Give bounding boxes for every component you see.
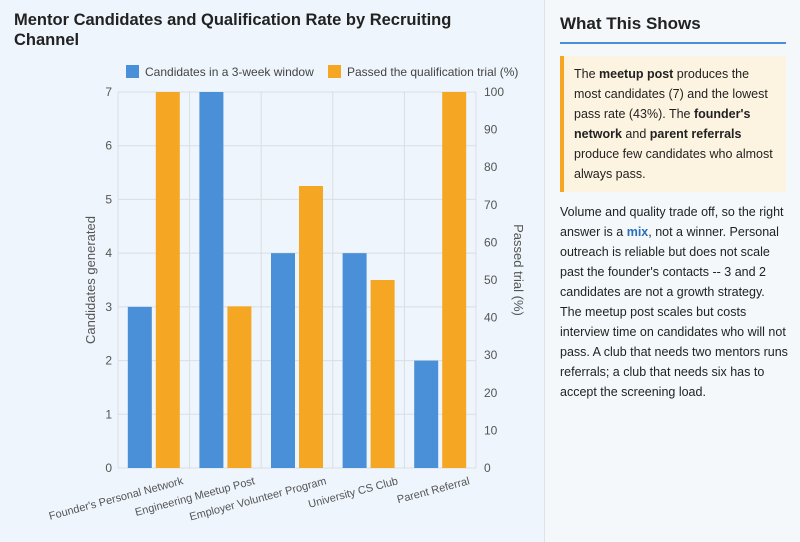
callout-text: and [621, 127, 650, 141]
bar-candidates [127, 306, 152, 468]
bar-candidates [199, 92, 224, 468]
legend-label-pass-rate: Passed the qualification trial (%) [347, 65, 518, 79]
bar-candidates [342, 253, 367, 468]
y2-tick-label: 0 [484, 461, 491, 475]
y-tick-label: 3 [105, 300, 112, 314]
bar-chart: 012345670102030405060708090100Founder's … [48, 65, 526, 523]
y2-tick-label: 80 [484, 160, 498, 174]
body-text: , not a winner. Personal outreach is rel… [560, 225, 788, 399]
y2-tick-label: 30 [484, 348, 498, 362]
y-tick-label: 5 [105, 192, 112, 206]
explanation-body: Volume and quality trade off, so the rig… [560, 202, 788, 402]
legend-label-candidates: Candidates in a 3-week window [145, 65, 314, 79]
explanation-panel: What This Shows The meetup post produces… [544, 0, 800, 542]
y2-tick-label: 50 [484, 273, 498, 287]
bar-pass-rate [227, 306, 252, 468]
callout-text: produce few candidates who almost always… [574, 147, 773, 181]
y2-tick-label: 20 [484, 386, 498, 400]
body-text: Volume and quality trade off, so the rig… [560, 205, 784, 239]
y2-tick-label: 10 [484, 423, 498, 437]
y-axis-title: Candidates generated [83, 216, 98, 344]
y-tick-label: 6 [105, 139, 112, 153]
y2-tick-label: 90 [484, 123, 498, 137]
bar-pass-rate [370, 280, 395, 468]
legend-swatch-candidates [126, 65, 139, 78]
key-finding-callout: The meetup post produces the most candid… [560, 56, 786, 192]
bar-pass-rate [299, 186, 323, 468]
y2-tick-label: 70 [484, 198, 498, 212]
callout-emphasis-parent: parent referrals [649, 127, 742, 141]
bar-candidates [414, 360, 439, 468]
callout-text: produces the most candidates (7) and the… [574, 67, 768, 121]
y-tick-label: 2 [105, 354, 112, 368]
y-tick-label: 0 [105, 461, 112, 475]
y2-tick-label: 40 [484, 311, 498, 325]
y2-axis-title: Passed trial (%) [511, 224, 526, 316]
chart-title: Mentor Candidates and Qualification Rate… [14, 11, 452, 49]
bar-candidates [271, 253, 295, 468]
bar-pass-rate [155, 92, 180, 468]
y-tick-label: 4 [105, 246, 112, 260]
y-tick-label: 1 [105, 407, 112, 421]
legend-swatch-pass-rate [328, 65, 341, 78]
callout-emphasis-meetup: meetup post [599, 67, 674, 81]
panel-title: What This Shows [560, 14, 701, 33]
y2-tick-label: 100 [484, 85, 504, 99]
x-tick-label: Parent Referral [396, 475, 471, 506]
bar-pass-rate [442, 92, 467, 468]
title-divider [560, 42, 786, 44]
y-tick-label: 7 [105, 85, 112, 99]
chart-panel: Mentor Candidates and Qualification Rate… [14, 11, 526, 524]
y2-tick-label: 60 [484, 235, 498, 249]
callout-text: The [574, 67, 600, 81]
highlight-mix: mix [626, 225, 649, 239]
callout-emphasis-founder: founder's network [574, 107, 751, 141]
